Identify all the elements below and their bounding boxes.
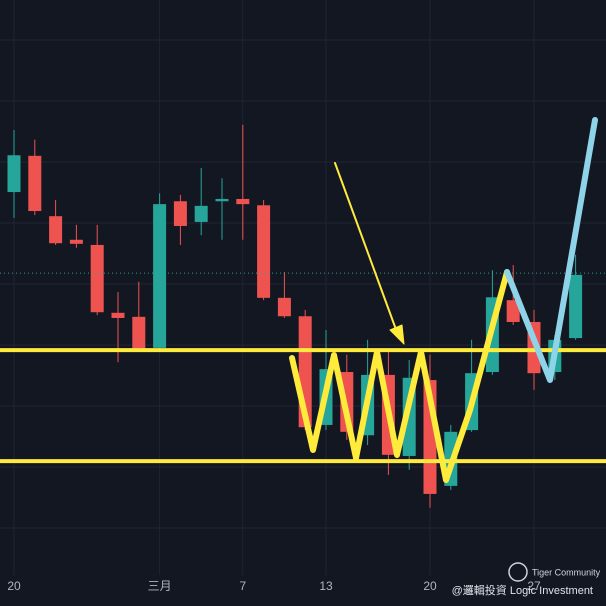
arrow-shaft bbox=[334, 162, 399, 336]
x-tick-label: 三月 bbox=[148, 579, 172, 593]
watermark-brand: Tiger Community bbox=[532, 567, 601, 577]
candle-body bbox=[215, 198, 229, 202]
candle-body bbox=[173, 201, 187, 226]
candle-body bbox=[49, 216, 63, 244]
x-tick-label: 27 bbox=[527, 579, 541, 593]
candle-body bbox=[153, 204, 167, 348]
x-tick-label: 7 bbox=[239, 579, 246, 593]
x-axis: 20 三月 7 13 20 27 bbox=[7, 579, 541, 593]
x-tick-label: 13 bbox=[319, 579, 333, 593]
candle-body bbox=[506, 300, 520, 322]
candle-body bbox=[111, 312, 125, 318]
candle-body bbox=[194, 205, 208, 222]
watermark: Tiger Community @邏輯投資 Logic Investment bbox=[452, 562, 601, 597]
candle-body bbox=[28, 155, 42, 212]
annotations bbox=[289, 117, 598, 483]
candle-body bbox=[257, 205, 271, 298]
logo bbox=[508, 562, 528, 582]
candle-body bbox=[236, 198, 250, 205]
candle-body bbox=[69, 239, 83, 244]
watermark-author: @邏輯投資 Logic Investment bbox=[452, 583, 593, 597]
candle-body bbox=[7, 155, 21, 193]
candle-body bbox=[132, 316, 146, 350]
x-tick-label: 20 bbox=[423, 579, 437, 593]
candle-body bbox=[277, 297, 291, 317]
projection bbox=[504, 117, 598, 383]
candle-body bbox=[569, 274, 583, 339]
x-tick-label: 20 bbox=[7, 579, 21, 593]
w-pattern bbox=[289, 269, 510, 483]
arrow-head bbox=[389, 324, 405, 345]
candle-body bbox=[90, 244, 104, 313]
